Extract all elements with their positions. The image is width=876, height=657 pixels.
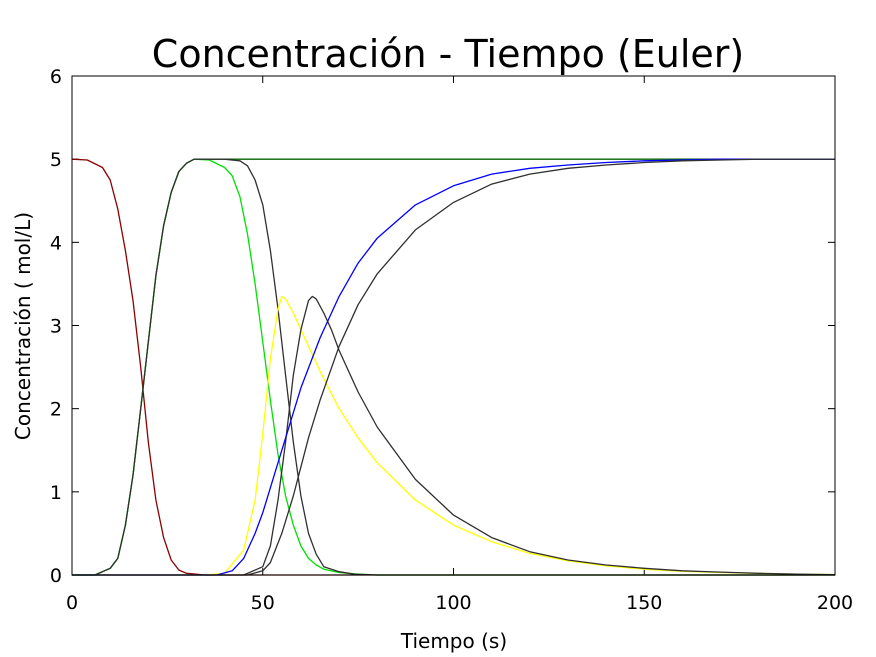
y-tick-label: 2 — [50, 399, 62, 421]
x-tick-label: 100 — [435, 592, 471, 614]
series-line-3 — [72, 158, 835, 576]
series-line-8 — [72, 158, 835, 576]
x-tick-label: 0 — [66, 592, 78, 614]
series-line-4 — [72, 158, 835, 576]
series-line-5 — [72, 295, 836, 576]
y-tick-label: 3 — [50, 316, 62, 338]
x-tick-label: 50 — [251, 592, 275, 614]
y-tick-label: 5 — [50, 149, 62, 171]
y-axis-ticks: 0 1 2 3 4 5 6 — [50, 66, 835, 587]
chart-title: Concentración - Tiempo (Euler) — [152, 32, 744, 76]
y-tick-label: 1 — [50, 482, 62, 504]
x-tick-label: 200 — [817, 592, 853, 614]
x-tick-label: 150 — [626, 592, 662, 614]
y-tick-label: 6 — [50, 66, 62, 88]
x-axis-label: Tiempo (s) — [400, 629, 507, 653]
series-line-1 — [71, 158, 835, 576]
series-line-2 — [72, 158, 835, 576]
series-layer — [71, 158, 836, 576]
y-axis-label: Concentración ( mol/L) — [11, 212, 35, 440]
x-axis-ticks: 0 50 100 150 200 — [66, 76, 853, 614]
y-tick-label: 4 — [50, 232, 62, 254]
series-line-6 — [72, 295, 836, 576]
plot-frame — [71, 75, 836, 576]
y-tick-label: 0 — [50, 565, 62, 587]
series-line-7 — [72, 158, 835, 576]
